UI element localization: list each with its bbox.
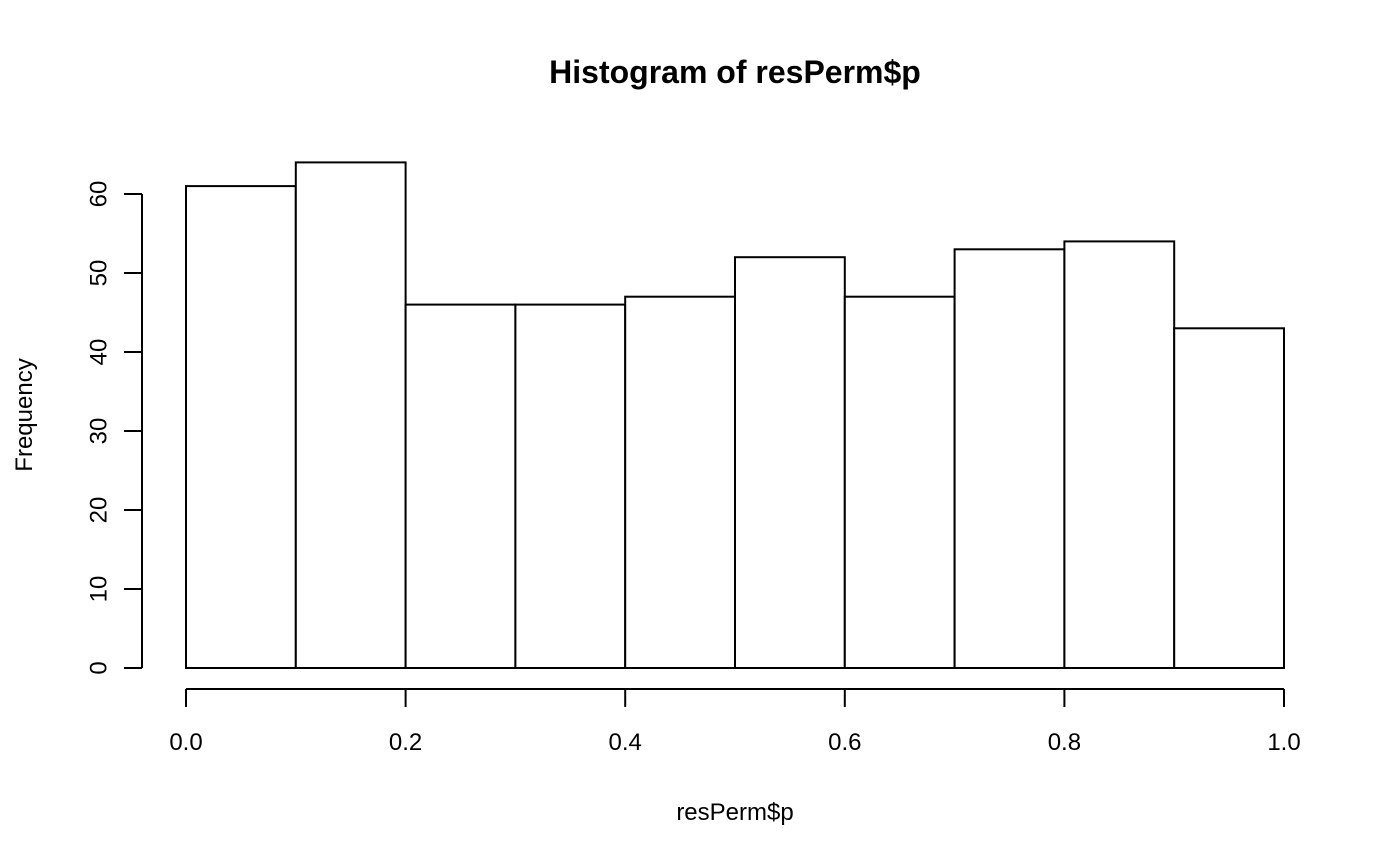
chart-title: Histogram of resPerm$p bbox=[549, 54, 921, 90]
histogram-bar bbox=[185, 185, 297, 669]
histogram-bar bbox=[514, 303, 627, 669]
histogram-bar bbox=[294, 161, 407, 669]
y-tick-label: 50 bbox=[85, 260, 112, 287]
bars-group bbox=[185, 161, 1285, 670]
x-axis-label: resPerm$p bbox=[676, 799, 793, 826]
histogram-bar bbox=[404, 303, 517, 669]
y-axis-label: Frequency bbox=[11, 358, 38, 471]
histogram-bar bbox=[1063, 240, 1176, 669]
histogram-bar bbox=[953, 248, 1066, 670]
y-axis-ticks: 0 10 20 30 40 50 60 bbox=[85, 181, 142, 675]
histogram-bar bbox=[734, 256, 846, 669]
x-tick-label: 0.2 bbox=[389, 729, 422, 756]
x-tick-label: 0.4 bbox=[609, 729, 642, 756]
x-axis-ticks: 0.0 0.2 0.4 0.6 0.8 1.0 bbox=[169, 689, 1301, 756]
x-tick-label: 0.0 bbox=[169, 729, 202, 756]
histogram-bar bbox=[843, 295, 956, 669]
x-tick-label: 0.6 bbox=[828, 729, 861, 756]
x-tick-label: 0.8 bbox=[1048, 729, 1081, 756]
y-tick-label: 10 bbox=[85, 576, 112, 603]
y-tick-label: 0 bbox=[85, 661, 112, 674]
y-tick-label: 20 bbox=[85, 497, 112, 524]
histogram-bar bbox=[1173, 327, 1285, 669]
y-tick-label: 30 bbox=[85, 418, 112, 445]
x-tick-label: 1.0 bbox=[1267, 729, 1300, 756]
y-tick-label: 40 bbox=[85, 339, 112, 366]
histogram-bar bbox=[624, 295, 737, 669]
y-tick-label: 60 bbox=[85, 181, 112, 208]
